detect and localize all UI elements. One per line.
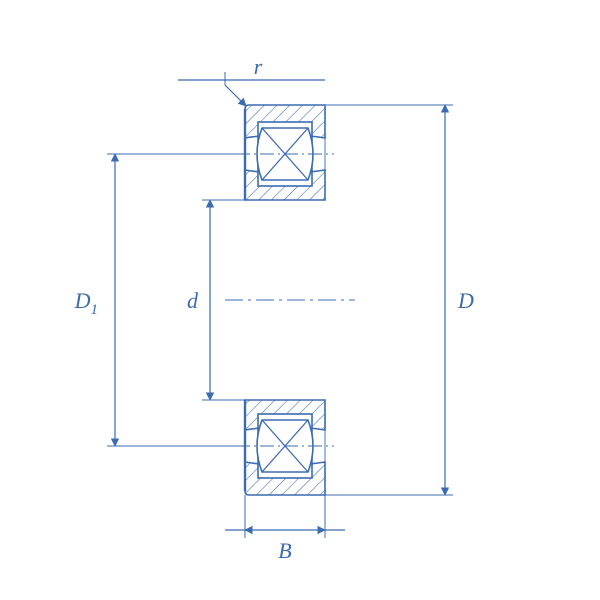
top-cross-section xyxy=(236,105,334,200)
label-D1-main: D xyxy=(74,288,91,313)
dimension-D: D xyxy=(325,105,474,495)
drawing-canvas: D1 d D B r xyxy=(0,0,600,600)
dimension-r: r xyxy=(178,54,325,106)
label-d: d xyxy=(187,288,199,313)
label-D: D xyxy=(457,288,474,313)
label-D1-sub: 1 xyxy=(91,302,99,318)
dimension-D1: D1 xyxy=(74,154,236,446)
dimension-B: B xyxy=(225,495,345,563)
label-r: r xyxy=(254,54,263,79)
svg-text:D1: D1 xyxy=(74,288,98,318)
label-B: B xyxy=(278,538,291,563)
bottom-cross-section xyxy=(236,400,334,495)
bearing-diagram: D1 d D B r xyxy=(0,0,600,600)
